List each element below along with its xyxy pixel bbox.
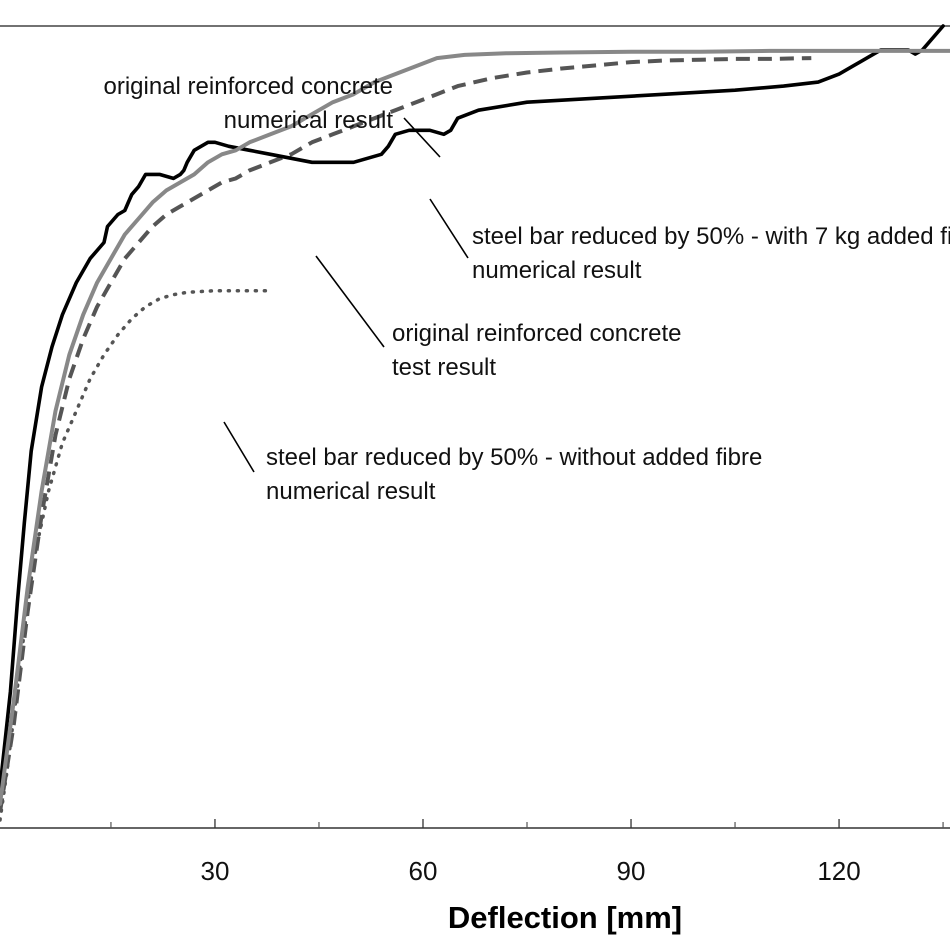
annotation-1-line-2: numerical result bbox=[224, 107, 394, 134]
annotation-leader-3 bbox=[315, 255, 385, 348]
x-tick-label-90: 90 bbox=[617, 856, 646, 886]
x-tick-label-120: 120 bbox=[817, 856, 860, 886]
annotation-3: original reinforced concrete test result bbox=[392, 320, 682, 381]
annotation-1: original reinforced concrete numerical re… bbox=[104, 73, 394, 134]
annotation-leader-2 bbox=[429, 198, 469, 259]
series-fibre-num-line bbox=[0, 56, 812, 813]
series-layer bbox=[0, 24, 950, 822]
x-ticks: 30 60 90 120 bbox=[110, 819, 944, 886]
annotation-2: steel bar reduced by 50% - with 7 kg add… bbox=[472, 223, 950, 284]
x-tick-label-30: 30 bbox=[201, 856, 230, 886]
annotation-4-line-1: steel bar reduced by 50% - without added… bbox=[266, 444, 762, 471]
annotation-3-line-1: original reinforced concrete bbox=[392, 320, 682, 347]
annotation-2-line-2: numerical result bbox=[472, 257, 642, 284]
annotation-1-line-1: original reinforced concrete bbox=[104, 73, 394, 100]
annotation-4-line-2: numerical result bbox=[266, 478, 436, 505]
x-axis-title: Deflection [mm] bbox=[448, 900, 682, 935]
annotation-leader-1 bbox=[403, 117, 441, 158]
annotation-leader-4 bbox=[223, 421, 255, 473]
series-nofibre-num-line bbox=[0, 288, 273, 822]
annotations: original reinforced concrete numerical re… bbox=[104, 73, 950, 505]
annotation-2-line-1: steel bar reduced by 50% - with 7 kg add… bbox=[472, 223, 950, 250]
series-orig-num-line bbox=[0, 48, 950, 806]
annotation-4: steel bar reduced by 50% - without added… bbox=[266, 444, 762, 505]
x-tick-label-60: 60 bbox=[409, 856, 438, 886]
annotation-leaders bbox=[223, 117, 469, 473]
series-orig-test-line bbox=[0, 24, 945, 790]
annotation-3-line-2: test result bbox=[392, 354, 496, 381]
